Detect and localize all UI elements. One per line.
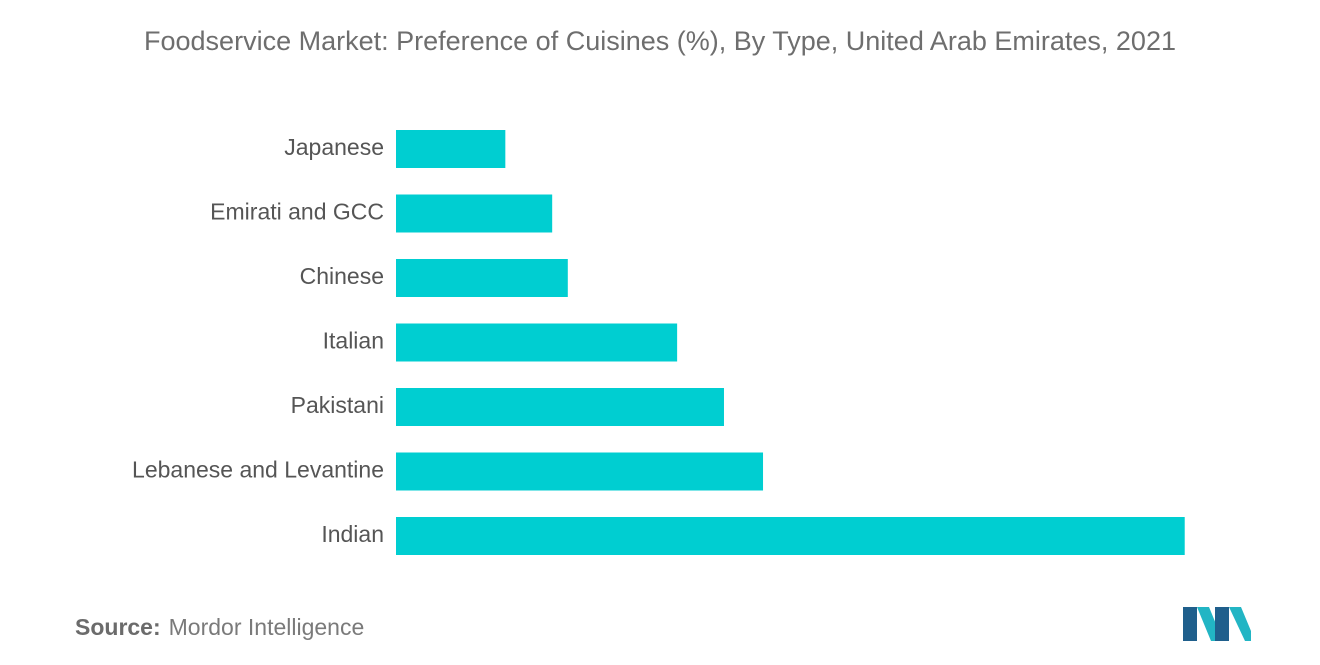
bar-indian <box>396 517 1185 555</box>
category-label: Lebanese and Levantine <box>132 457 384 483</box>
bar-pakistani <box>396 388 724 426</box>
bar-emirati-and-gcc <box>396 194 553 233</box>
category-label: Chinese <box>300 263 384 289</box>
source-note: Source: Mordor Intelligence <box>75 614 364 641</box>
chart-title: Foodservice Market: Preference of Cuisin… <box>144 26 1176 56</box>
category-label: Indian <box>321 521 384 547</box>
category-label: Emirati and GCC <box>210 199 384 225</box>
source-text: Mordor Intelligence <box>168 614 365 640</box>
mordor-intelligence-logo-icon <box>1183 607 1251 641</box>
bars-group <box>396 130 1185 555</box>
category-label: Italian <box>323 328 384 354</box>
category-label: Japanese <box>284 134 384 160</box>
source-label: Source: <box>75 614 161 640</box>
bar-italian <box>396 323 678 362</box>
bar-lebanese-and-levantine <box>396 452 764 491</box>
category-labels-group: Japanese Emirati and GCC Chinese Italian Pak… <box>132 134 384 547</box>
bar-japanese <box>396 130 506 168</box>
bar-chinese <box>396 259 568 297</box>
category-label: Pakistani <box>291 392 384 418</box>
